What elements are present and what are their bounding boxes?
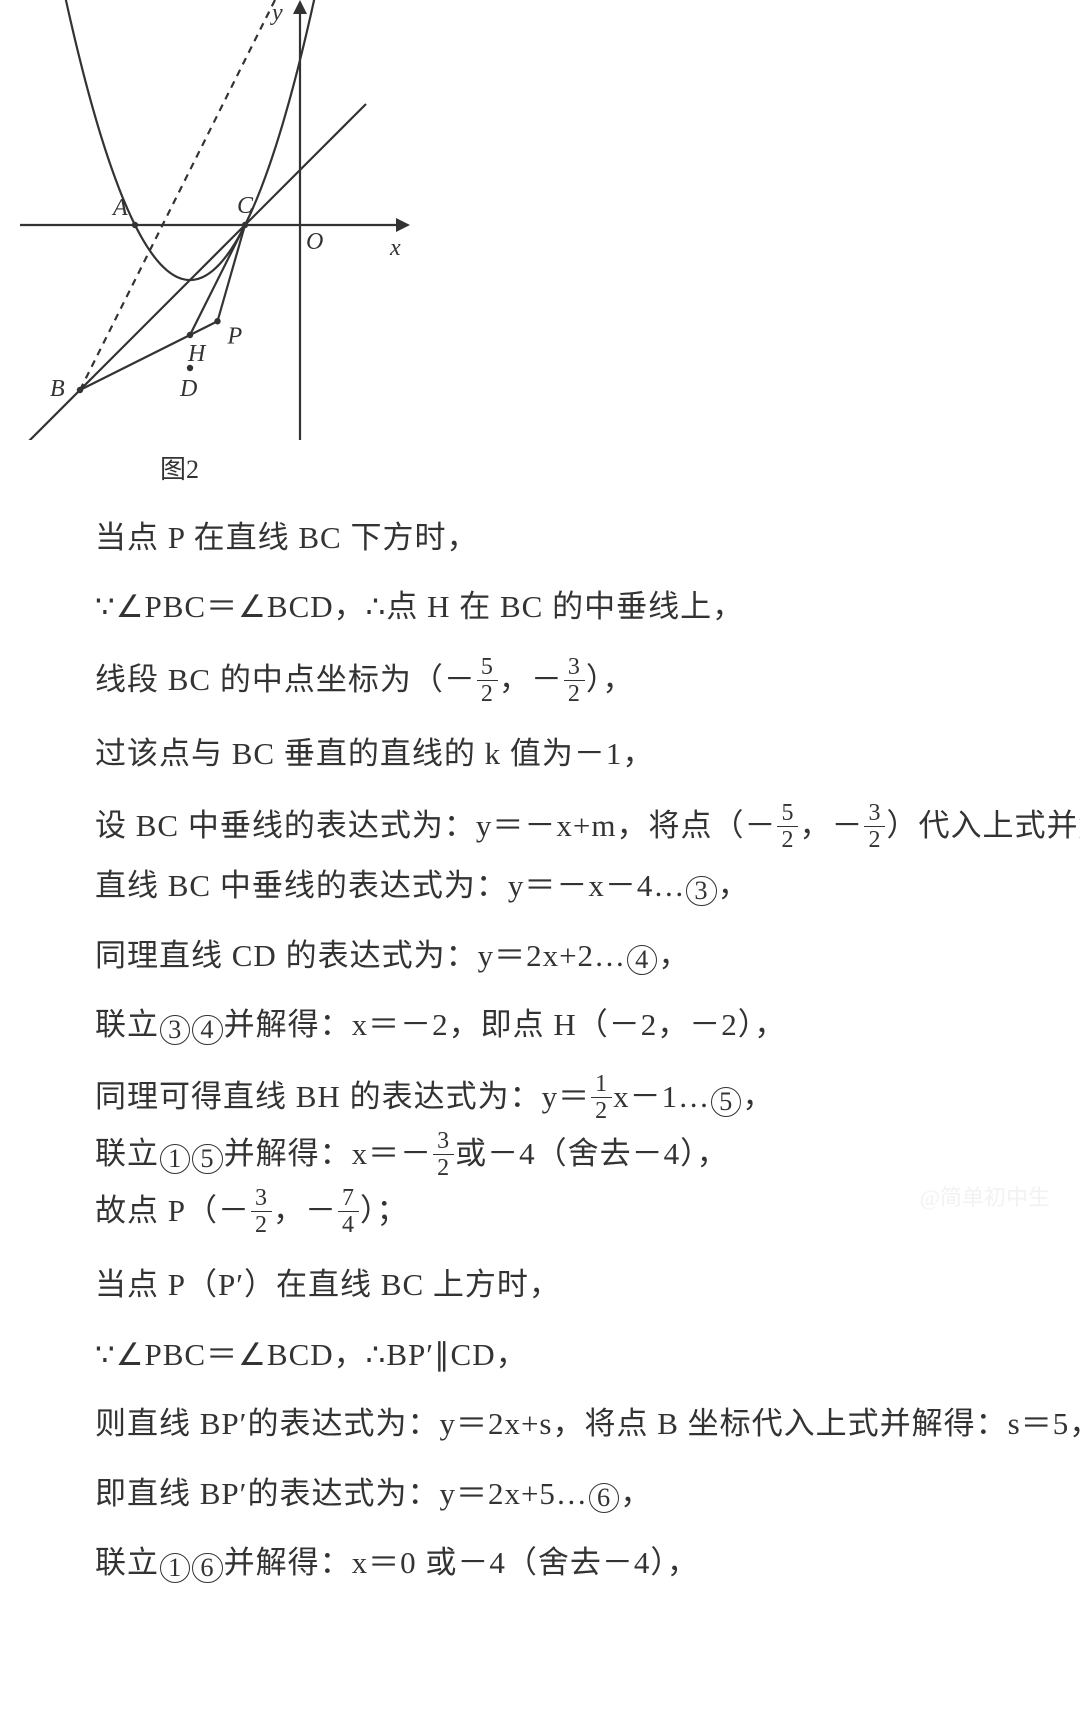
- svg-text:C: C: [237, 193, 254, 219]
- step-line: ∵∠PBC＝∠BCD，∴BP′∥CD，: [95, 1333, 1040, 1376]
- step-line: 当点 P（P′）在直线 BC 上方时，: [95, 1263, 1040, 1306]
- figure-caption: 图2: [160, 449, 1040, 486]
- text: 线段 BC 的中点坐标为（－: [95, 662, 476, 697]
- svg-text:D: D: [179, 376, 197, 402]
- circled-number: 1: [160, 1144, 190, 1174]
- text: 即直线 BP′的表达式为：y＝2x+5…: [95, 1476, 588, 1511]
- text: 直线 BC 中垂线的表达式为：y＝－x－4…: [95, 868, 685, 903]
- circled-number: 3: [160, 1015, 190, 1045]
- circled-number: 6: [192, 1553, 222, 1583]
- fraction: 32: [433, 1129, 454, 1180]
- fraction: 52: [477, 655, 498, 706]
- text: 联立: [95, 1545, 159, 1580]
- fraction: 52: [777, 801, 798, 852]
- svg-text:A: A: [111, 195, 128, 221]
- circled-number: 4: [627, 945, 657, 975]
- text: 同理直线 CD 的表达式为：y＝2x+2…: [95, 938, 626, 973]
- circled-number: 5: [192, 1144, 222, 1174]
- fraction: 32: [564, 655, 585, 706]
- step-line: 设 BC 中垂线的表达式为：y＝－x+m，将点（－52，－32）代入上式并解得：: [95, 801, 1040, 852]
- step-line: 同理直线 CD 的表达式为：y＝2x+2…4，: [95, 934, 1040, 977]
- circled-number: 5: [711, 1087, 741, 1117]
- fraction: 32: [251, 1186, 272, 1237]
- step-line: 当点 P 在直线 BC 下方时，: [95, 516, 1040, 559]
- text: ，－: [273, 1194, 337, 1229]
- circled-number: 3: [686, 876, 716, 906]
- figure-2: ABCOHPDP′xy 图2: [20, 0, 1040, 486]
- text: ）代入上式并解得：: [886, 808, 1080, 843]
- step-line: 联立15并解得：x＝－32或－4（舍去－4），: [95, 1129, 1040, 1180]
- text: 联立: [95, 1007, 159, 1042]
- fraction: 74: [338, 1186, 359, 1237]
- svg-text:x: x: [389, 235, 401, 261]
- step-line: 则直线 BP′的表达式为：y＝2x+s，将点 B 坐标代入上式并解得：s＝5，: [95, 1402, 1040, 1445]
- text: ），: [586, 662, 635, 697]
- fraction: 32: [864, 801, 885, 852]
- circled-number: 6: [589, 1483, 619, 1513]
- text: 并解得：x＝－: [224, 1137, 433, 1172]
- text: 或－4（舍去－4），: [455, 1137, 729, 1172]
- step-line: 即直线 BP′的表达式为：y＝2x+5…6，: [95, 1472, 1040, 1515]
- step-line: 直线 BC 中垂线的表达式为：y＝－x－4…3，: [95, 864, 1040, 907]
- text: ）；: [360, 1194, 409, 1229]
- text: x－1…: [613, 1080, 710, 1115]
- text: 同理可得直线 BH 的表达式为：y＝: [95, 1080, 590, 1115]
- text: 故点 P（－: [95, 1194, 250, 1229]
- step-line: 故点 P（－32，－74）；: [95, 1186, 1040, 1237]
- fraction: 12: [591, 1072, 612, 1123]
- circled-number: 1: [160, 1553, 190, 1583]
- step-line: 过该点与 BC 垂直的直线的 k 值为－1，: [95, 732, 1040, 775]
- solution-text: 当点 P 在直线 BC 下方时， ∵∠PBC＝∠BCD，∴点 H 在 BC 的中…: [40, 516, 1040, 1584]
- svg-text:O: O: [306, 229, 323, 255]
- circled-number: 4: [192, 1015, 222, 1045]
- step-line: ∵∠PBC＝∠BCD，∴点 H 在 BC 的中垂线上，: [95, 585, 1040, 628]
- text: 联立: [95, 1137, 159, 1172]
- svg-text:P: P: [227, 323, 243, 349]
- step-line: 联立34并解得：x＝－2，即点 H（－2，－2），: [95, 1003, 1040, 1046]
- step-line: 同理可得直线 BH 的表达式为：y＝12x－1…5，: [95, 1072, 1040, 1123]
- text: ，－: [799, 808, 863, 843]
- step-line: 线段 BC 的中点坐标为（－52，－32），: [95, 655, 1040, 706]
- text: 并解得：x＝0 或－4（舍去－4），: [224, 1545, 699, 1580]
- svg-text:H: H: [187, 341, 207, 367]
- step-line: 联立16并解得：x＝0 或－4（舍去－4），: [95, 1541, 1040, 1584]
- svg-text:B: B: [50, 376, 65, 402]
- svg-text:y: y: [270, 0, 283, 26]
- parabola-diagram: ABCOHPDP′xy: [20, 0, 410, 440]
- text: 设 BC 中垂线的表达式为：y＝－x+m，将点（－: [95, 808, 776, 843]
- text: 并解得：x＝－2，即点 H（－2，－2），: [224, 1007, 787, 1042]
- text: ，－: [499, 662, 563, 697]
